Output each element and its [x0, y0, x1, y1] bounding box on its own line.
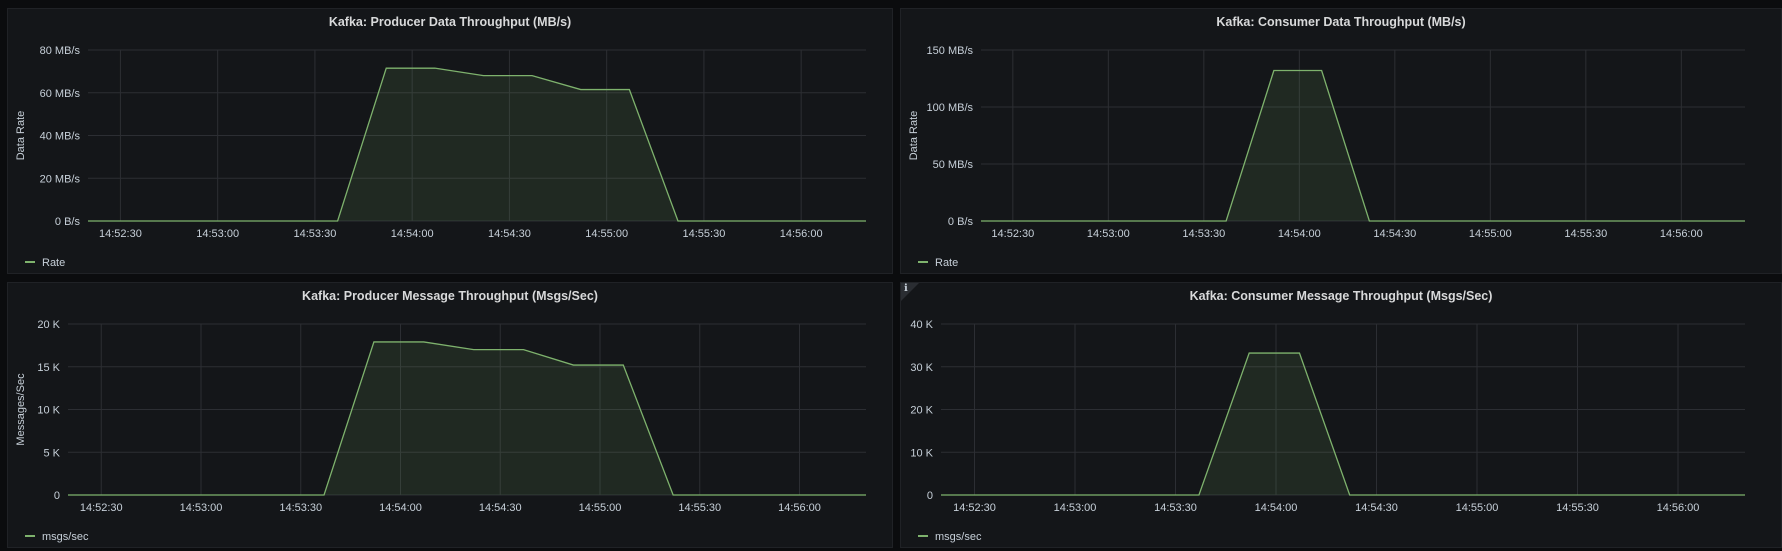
x-tick-label: 14:55:30 — [1556, 502, 1599, 514]
legend-label[interactable]: Rate — [42, 257, 65, 269]
y-tick-label: 60 MB/s — [40, 88, 81, 100]
y-tick-label: 0 B/s — [55, 216, 81, 228]
panel-producer-data: Kafka: Producer Data Throughput (MB/s) 0… — [7, 8, 893, 274]
x-tick-label: 14:52:30 — [80, 502, 123, 514]
y-tick-label: 150 MB/s — [927, 45, 974, 57]
x-tick-label: 14:52:30 — [991, 228, 1034, 240]
y-tick-label: 20 K — [37, 319, 60, 331]
x-tick-label: 14:56:00 — [780, 228, 823, 240]
x-tick-label: 14:54:00 — [391, 228, 434, 240]
series-area — [981, 70, 1745, 221]
x-tick-label: 14:52:30 — [953, 502, 996, 514]
chart-producer-msgs: 0 5 K 10 K 15 K 20 K 14:52:30 14:53:00 14:53:30… — [15, 319, 866, 543]
panel-title: Kafka: Consumer Data Throughput (MB/s) — [1216, 15, 1466, 29]
panel-consumer-msgs: ℹ Kafka: Consumer Message Throughput (Ms… — [900, 282, 1782, 548]
panel-title: Kafka: Producer Data Throughput (MB/s) — [328, 15, 572, 29]
x-tick-label: 14:56:00 — [1660, 228, 1703, 240]
x-tick-label: 14:53:00 — [180, 502, 223, 514]
legend-label[interactable]: msgs/sec — [935, 531, 982, 543]
info-icon[interactable]: ℹ — [901, 283, 919, 301]
y-tick-label: 0 B/s — [948, 216, 974, 228]
series-area — [88, 68, 866, 221]
x-tick-label: 14:55:30 — [1564, 228, 1607, 240]
y-tick-label: 5 K — [43, 447, 60, 459]
panel-producer-msgs: Kafka: Producer Message Throughput (Msgs… — [7, 282, 893, 548]
x-tick-label: 14:53:30 — [1182, 228, 1225, 240]
panel-title: Kafka: Consumer Message Throughput (Msgs… — [1189, 289, 1493, 303]
legend-label[interactable]: msgs/sec — [42, 531, 89, 543]
x-tick-label: 14:54:00 — [1255, 502, 1298, 514]
y-tick-label: 0 — [927, 490, 933, 502]
series-area — [68, 341, 866, 495]
x-tick-label: 14:54:30 — [488, 228, 531, 240]
y-tick-label: 10 K — [910, 447, 933, 459]
x-tick-label: 14:53:00 — [196, 228, 239, 240]
y-tick-label: 40 MB/s — [40, 131, 81, 143]
x-tick-label: 14:55:00 — [1456, 502, 1499, 514]
y-axis-label: Data Rate — [15, 111, 27, 161]
legend-label[interactable]: Rate — [935, 257, 958, 269]
panel-title: Kafka: Producer Message Throughput (Msgs… — [302, 289, 598, 303]
x-tick-label: 14:54:30 — [1373, 228, 1416, 240]
series-line — [88, 67, 866, 222]
y-tick-label: 40 K — [910, 319, 933, 331]
x-tick-label: 14:53:30 — [1154, 502, 1197, 514]
x-tick-label: 14:53:00 — [1087, 228, 1130, 240]
y-tick-label: 0 — [54, 490, 60, 502]
x-tick-label: 14:55:00 — [1469, 228, 1512, 240]
y-tick-label: 50 MB/s — [933, 159, 974, 171]
x-tick-label: 14:54:30 — [479, 502, 522, 514]
y-tick-label: 10 K — [37, 405, 60, 417]
x-tick-label: 14:54:30 — [1355, 502, 1398, 514]
x-tick-label: 14:53:00 — [1054, 502, 1097, 514]
series-area — [941, 353, 1745, 495]
panel-consumer-data: Kafka: Consumer Data Throughput (MB/s) 0… — [900, 8, 1782, 274]
x-tick-label: 14:56:00 — [1657, 502, 1700, 514]
y-tick-label: 15 K — [37, 362, 60, 374]
y-axis-label: Messages/Sec — [15, 373, 27, 446]
x-tick-label: 14:52:30 — [99, 228, 142, 240]
info-icon-glyph: ℹ — [904, 283, 908, 294]
x-tick-label: 14:55:00 — [579, 502, 622, 514]
y-tick-label: 100 MB/s — [927, 102, 974, 114]
x-tick-label: 14:53:30 — [279, 502, 322, 514]
chart-producer-data: 0 B/s 20 MB/s 40 MB/s 60 MB/s 80 MB/s 14:52:3… — [15, 45, 866, 269]
x-tick-label: 14:53:30 — [294, 228, 337, 240]
y-tick-label: 20 K — [910, 405, 933, 417]
y-tick-label: 80 MB/s — [40, 45, 81, 57]
x-tick-label: 14:55:00 — [585, 228, 628, 240]
chart-consumer-msgs: 0 10 K 20 K 30 K 40 K 14:52:30 14:53:00 14:53:3… — [910, 319, 1745, 543]
y-tick-label: 30 K — [910, 362, 933, 374]
chart-consumer-data: 0 B/s 50 MB/s 100 MB/s 150 MB/s 14:52:30 14:5… — [908, 45, 1745, 269]
x-tick-label: 14:56:00 — [778, 502, 821, 514]
series-line — [981, 69, 1745, 222]
series-line — [941, 352, 1745, 496]
x-tick-label: 14:54:00 — [1278, 228, 1321, 240]
x-tick-label: 14:55:30 — [678, 502, 721, 514]
y-axis-label: Data Rate — [908, 111, 920, 161]
x-tick-label: 14:55:30 — [683, 228, 726, 240]
x-tick-label: 14:54:00 — [379, 502, 422, 514]
series-line — [68, 341, 866, 496]
y-tick-label: 20 MB/s — [40, 173, 81, 185]
